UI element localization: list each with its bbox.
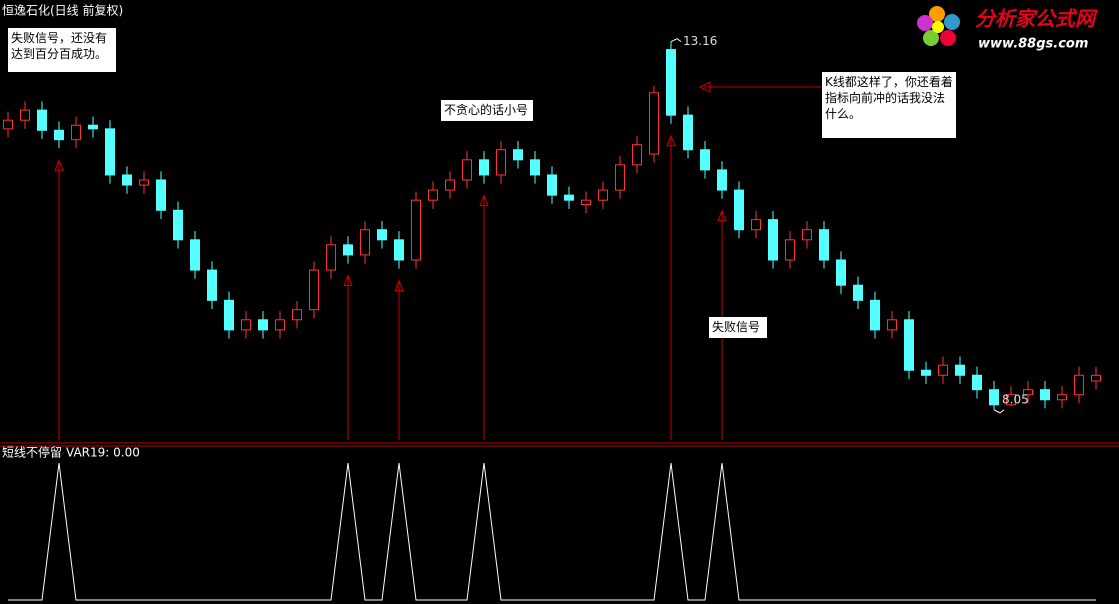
logo-name: 分析家公式网 bbox=[975, 7, 1098, 31]
annotation-text: 失败信号，还没有 bbox=[11, 31, 108, 45]
pointer-arrow-head bbox=[698, 81, 711, 93]
candle-body bbox=[1006, 394, 1016, 406]
candle-body bbox=[836, 259, 846, 286]
candle-body bbox=[1040, 389, 1050, 401]
candle-body bbox=[156, 179, 166, 211]
candle-body bbox=[122, 174, 132, 186]
candle-body bbox=[547, 174, 557, 196]
candle-body bbox=[513, 149, 523, 161]
candle-body bbox=[88, 124, 98, 130]
logo-icon bbox=[917, 6, 960, 46]
candle-body bbox=[37, 109, 47, 131]
chart-title: 恒逸石化(日线 前复权) bbox=[2, 3, 123, 18]
candle-body bbox=[462, 159, 472, 181]
candle-body bbox=[258, 319, 268, 331]
candle-body bbox=[496, 149, 506, 176]
annotation-text: 不贪心的话小号 bbox=[444, 103, 529, 117]
annotation-text: 什么。 bbox=[825, 107, 862, 121]
logo-url: www.88gs.com bbox=[978, 37, 1088, 52]
indicator-label: VAR19: 0.00 bbox=[66, 446, 140, 460]
candle-body bbox=[1057, 394, 1067, 401]
candle-body bbox=[3, 119, 13, 130]
candle-body bbox=[734, 189, 744, 231]
annotation-text: 指标向前冲的话我没法 bbox=[825, 91, 946, 105]
candle-body bbox=[71, 124, 81, 141]
annotation-text: 达到百分百成功。 bbox=[11, 47, 108, 61]
candle-body bbox=[751, 219, 761, 231]
candle-body bbox=[870, 299, 880, 331]
candle-body bbox=[530, 159, 540, 176]
candle-body bbox=[343, 244, 353, 256]
candle-body bbox=[615, 164, 625, 191]
indicator-title: 短线不停留 bbox=[2, 445, 62, 460]
candle-body bbox=[632, 144, 642, 166]
candle-body bbox=[802, 229, 812, 241]
signal-arrow-head bbox=[343, 274, 353, 287]
candle-body bbox=[887, 319, 897, 331]
candle-body bbox=[564, 194, 574, 201]
candle-body bbox=[411, 199, 421, 261]
candle-body bbox=[292, 309, 302, 321]
candle-body bbox=[649, 92, 659, 155]
candle-body bbox=[683, 114, 693, 151]
candle-body bbox=[360, 229, 370, 256]
candle-body bbox=[700, 149, 710, 171]
candle-body bbox=[445, 179, 455, 191]
candle-body bbox=[139, 179, 149, 186]
candle-body bbox=[598, 189, 608, 201]
candle-body bbox=[938, 364, 948, 376]
annotation-text: K线都这样了，你还看着 bbox=[825, 75, 953, 89]
candle-body bbox=[428, 189, 438, 201]
low-label: 8.05 bbox=[1002, 392, 1029, 406]
signal-arrow-head bbox=[666, 134, 676, 147]
candle-body bbox=[241, 319, 251, 331]
annotation-box: 失败信号，还没有 达到百分百成功。 bbox=[8, 28, 116, 72]
candle-body bbox=[972, 374, 982, 391]
candle-body bbox=[819, 229, 829, 261]
candle-body bbox=[853, 284, 863, 301]
candle-body bbox=[666, 49, 676, 116]
candle-body bbox=[224, 299, 234, 331]
candle-body bbox=[1023, 389, 1033, 396]
candle-body bbox=[20, 109, 30, 121]
candle-body bbox=[105, 128, 115, 176]
candle-body bbox=[377, 229, 387, 241]
high-label: 13.16 bbox=[683, 34, 717, 48]
candle-body bbox=[1091, 374, 1101, 382]
candle-body bbox=[479, 159, 489, 176]
candle-body bbox=[309, 269, 319, 311]
candle-body bbox=[955, 364, 965, 376]
signal-arrow-head bbox=[54, 158, 64, 171]
candle-body bbox=[394, 239, 404, 261]
candle-body bbox=[904, 319, 914, 371]
annotation-box: 失败信号 bbox=[709, 317, 767, 338]
low-pointer bbox=[993, 409, 1005, 414]
candle-body bbox=[581, 199, 591, 206]
candle-body bbox=[768, 219, 778, 261]
candle-body bbox=[190, 239, 200, 271]
candle-body bbox=[921, 369, 931, 376]
annotation-box: K线都这样了，你还看着 指标向前冲的话我没法 什么。 bbox=[822, 72, 956, 138]
high-pointer bbox=[670, 38, 682, 43]
signal-arrow-head bbox=[394, 279, 404, 292]
candle-body bbox=[54, 129, 64, 141]
candle-body bbox=[207, 269, 217, 301]
annotation-box: 不贪心的话小号 bbox=[441, 100, 533, 121]
candle-body bbox=[989, 389, 999, 406]
signal-arrow-head bbox=[479, 194, 489, 207]
candle-body bbox=[173, 209, 183, 241]
candle-body bbox=[717, 169, 727, 191]
candle-body bbox=[275, 319, 285, 331]
candle-body bbox=[326, 244, 336, 271]
annotation-text: 失败信号 bbox=[712, 320, 761, 334]
candle-body bbox=[785, 239, 795, 261]
indicator-line bbox=[8, 462, 1096, 601]
candle-body bbox=[1074, 374, 1084, 396]
signal-arrow-head bbox=[717, 209, 727, 222]
